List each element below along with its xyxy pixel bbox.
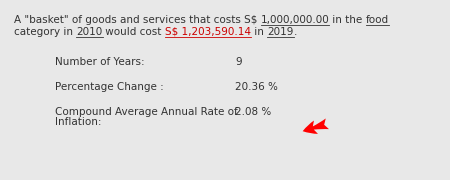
Text: Percentage Change :: Percentage Change : bbox=[55, 82, 164, 92]
Text: 2019: 2019 bbox=[267, 27, 293, 37]
Text: 2010: 2010 bbox=[76, 27, 103, 37]
Text: in: in bbox=[251, 27, 267, 37]
Text: in the: in the bbox=[329, 15, 366, 25]
Text: A "basket" of goods and services that costs S$: A "basket" of goods and services that co… bbox=[14, 15, 261, 25]
Text: .: . bbox=[293, 27, 297, 37]
Text: category in: category in bbox=[14, 27, 76, 37]
Text: 2.08 %: 2.08 % bbox=[235, 107, 271, 117]
Text: food: food bbox=[366, 15, 389, 25]
Text: would cost: would cost bbox=[103, 27, 165, 37]
Text: 20.36 %: 20.36 % bbox=[235, 82, 278, 92]
Text: 9: 9 bbox=[235, 57, 242, 67]
Text: Compound Average Annual Rate of: Compound Average Annual Rate of bbox=[55, 107, 238, 117]
Text: Inflation:: Inflation: bbox=[55, 117, 102, 127]
Text: S$ 1,203,590.14: S$ 1,203,590.14 bbox=[165, 27, 251, 37]
Text: 1,000,000.00: 1,000,000.00 bbox=[261, 15, 329, 25]
Text: Number of Years:: Number of Years: bbox=[55, 57, 144, 67]
